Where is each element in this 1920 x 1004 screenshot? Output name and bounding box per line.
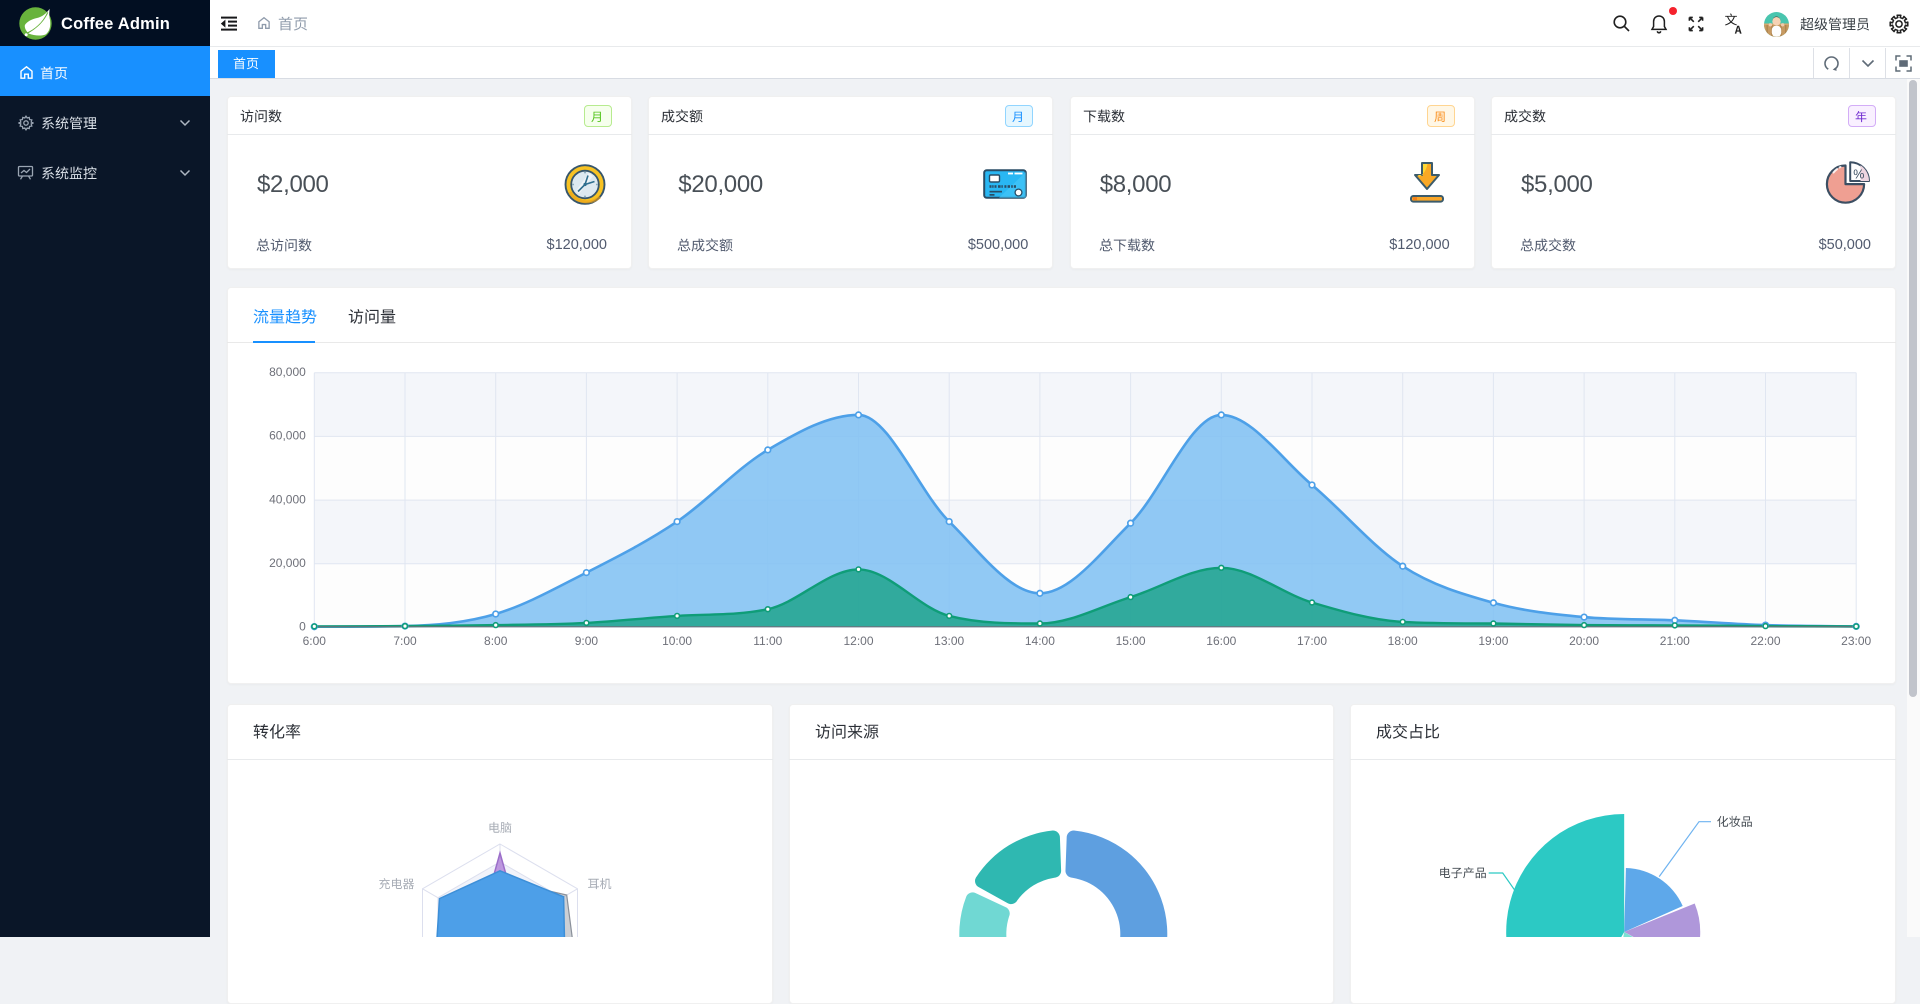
svg-text:40,000: 40,000 (269, 492, 306, 506)
svg-text:13:00: 13:00 (934, 634, 964, 648)
svg-text:60,000: 60,000 (269, 429, 306, 443)
svg-text:8:00: 8:00 (484, 634, 508, 648)
svg-text:11:00: 11:00 (753, 634, 782, 648)
svg-text:19:00: 19:00 (1478, 634, 1508, 648)
svg-text:%: % (1853, 167, 1864, 181)
svg-text:17:00: 17:00 (1297, 634, 1327, 648)
svg-text:14:00: 14:00 (1025, 634, 1055, 648)
svg-text:9:00: 9:00 (575, 634, 599, 648)
svg-text:7:00: 7:00 (393, 634, 417, 648)
svg-text:0: 0 (299, 620, 306, 634)
svg-text:18:00: 18:00 (1388, 634, 1418, 648)
svg-text:80,000: 80,000 (269, 365, 306, 379)
svg-text:21:00: 21:00 (1660, 634, 1690, 648)
svg-text:22:00: 22:00 (1750, 634, 1780, 648)
svg-text:16:00: 16:00 (1206, 634, 1236, 648)
svg-text:20,000: 20,000 (269, 556, 306, 570)
svg-text:15:00: 15:00 (1116, 634, 1146, 648)
svg-text:12:00: 12:00 (843, 634, 873, 648)
svg-text:6:00: 6:00 (303, 634, 327, 648)
svg-text:10:00: 10:00 (662, 634, 692, 648)
svg-text:23:00: 23:00 (1841, 634, 1871, 648)
svg-text:20:00: 20:00 (1569, 634, 1599, 648)
